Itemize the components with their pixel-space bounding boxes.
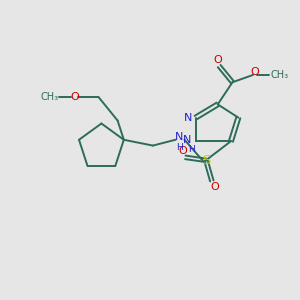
Text: N: N [183, 135, 192, 145]
Text: N: N [184, 112, 193, 123]
Text: O: O [210, 182, 219, 192]
Text: O: O [250, 67, 259, 77]
Text: S: S [202, 154, 210, 167]
Text: H: H [176, 142, 183, 152]
Text: O: O [178, 146, 187, 156]
Text: CH₃: CH₃ [271, 70, 289, 80]
Text: O: O [70, 92, 79, 102]
Text: H: H [188, 145, 195, 154]
Text: O: O [213, 55, 222, 64]
Text: CH₃: CH₃ [40, 92, 58, 102]
Text: N: N [175, 132, 184, 142]
